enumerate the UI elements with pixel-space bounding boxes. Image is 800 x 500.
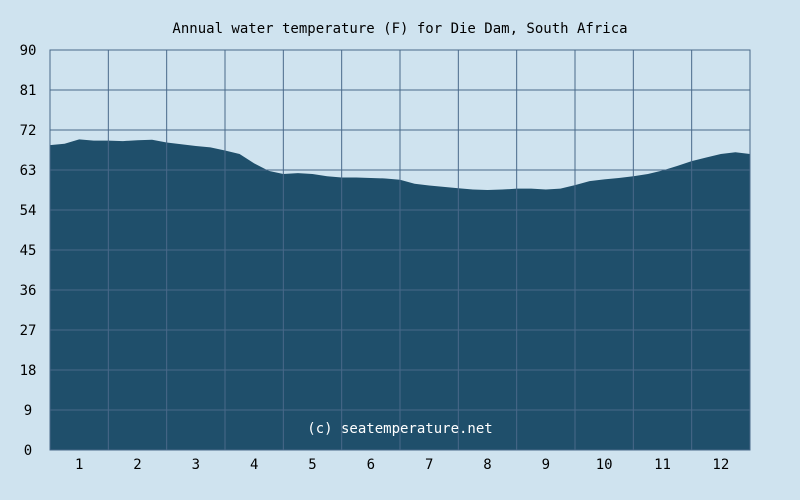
y-tick-label: 72 bbox=[20, 123, 37, 139]
y-tick-label: 18 bbox=[20, 363, 37, 379]
x-tick-label: 4 bbox=[250, 457, 258, 473]
x-tick-label: 6 bbox=[367, 457, 375, 473]
chart-title: Annual water temperature (F) for Die Dam… bbox=[172, 21, 627, 37]
y-tick-label: 54 bbox=[20, 203, 37, 219]
plot-border bbox=[49, 49, 751, 451]
x-tick-label: 5 bbox=[308, 457, 316, 473]
x-tick-label: 11 bbox=[654, 457, 671, 473]
x-tick-label: 2 bbox=[133, 457, 141, 473]
x-tick-label: 1 bbox=[75, 457, 83, 473]
y-tick-label: 90 bbox=[20, 43, 37, 59]
y-tick-label: 36 bbox=[20, 283, 37, 299]
y-tick-label: 81 bbox=[20, 83, 37, 99]
x-tick-label: 12 bbox=[712, 457, 729, 473]
y-tick-label: 9 bbox=[24, 403, 32, 419]
x-tick-label: 7 bbox=[425, 457, 433, 473]
x-tick-label: 9 bbox=[542, 457, 550, 473]
x-tick-label: 10 bbox=[596, 457, 613, 473]
x-tick-label: 8 bbox=[483, 457, 491, 473]
y-tick-label: 63 bbox=[20, 163, 37, 179]
x-tick-label: 3 bbox=[192, 457, 200, 473]
y-tick-label: 45 bbox=[20, 243, 37, 259]
y-tick-label: 27 bbox=[20, 323, 37, 339]
watermark-text: (c) seatemperature.net bbox=[307, 421, 492, 437]
y-tick-label: 0 bbox=[24, 443, 32, 459]
